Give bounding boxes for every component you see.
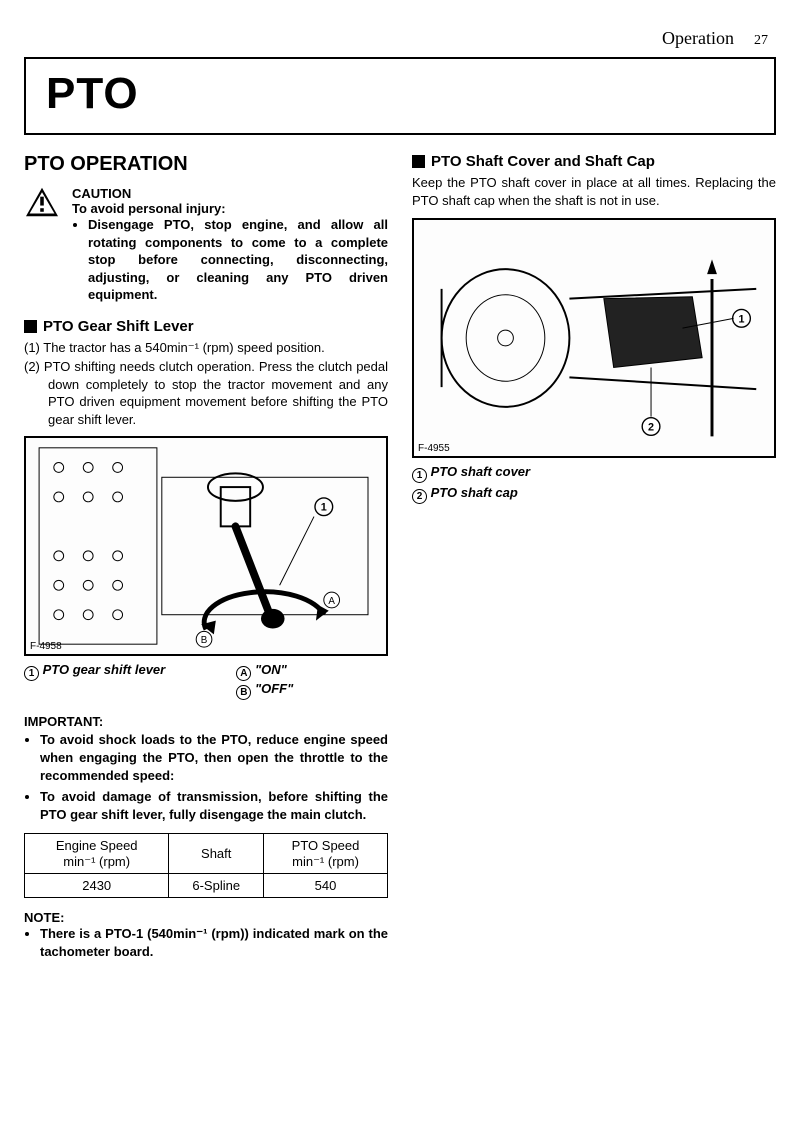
note-heading: NOTE: bbox=[24, 910, 388, 925]
figure-shaft-cover: 1 2 F-4955 bbox=[412, 218, 776, 458]
col-shaft: Shaft bbox=[169, 834, 264, 874]
table-row: Engine Speedmin⁻¹ (rpm) Shaft PTO Speedm… bbox=[25, 834, 388, 874]
right-column: PTO Shaft Cover and Shaft Cap Keep the P… bbox=[412, 153, 776, 960]
shaft-cover-heading: PTO Shaft Cover and Shaft Cap bbox=[412, 153, 776, 170]
shaft-cover-intro: Keep the PTO shaft cover in place at all… bbox=[412, 174, 776, 210]
figure2-caption-2: 2 PTO shaft cap bbox=[412, 485, 776, 504]
important-item-2: To avoid damage of transmission, before … bbox=[40, 788, 388, 823]
table-row: 2430 6-Spline 540 bbox=[25, 874, 388, 898]
important-heading: IMPORTANT: bbox=[24, 714, 388, 729]
left-column: PTO OPERATION CAUTION To avoid personal … bbox=[24, 153, 388, 960]
svg-text:A: A bbox=[328, 596, 335, 607]
pto-operation-heading: PTO OPERATION bbox=[24, 153, 388, 176]
caution-subtitle: To avoid personal injury: bbox=[72, 201, 388, 216]
page-header: Operation 27 bbox=[24, 28, 776, 49]
caution-title: CAUTION bbox=[72, 186, 388, 201]
figure1-caption: 1 PTO gear shift lever A "ON" B "OFF" bbox=[24, 662, 388, 700]
col-pto-speed: PTO Speedmin⁻¹ (rpm) bbox=[264, 834, 388, 874]
figure-code-1: F-4958 bbox=[30, 641, 62, 652]
important-list: To avoid shock loads to the PTO, reduce … bbox=[40, 731, 388, 823]
note-item-1: There is a PTO-1 (540min⁻¹ (rpm)) indica… bbox=[40, 925, 388, 960]
figure-code-2: F-4955 bbox=[418, 443, 450, 454]
gear-shift-heading: PTO Gear Shift Lever bbox=[24, 318, 388, 335]
page-number: 27 bbox=[754, 33, 768, 49]
caution-bullet: Disengage PTO, stop engine, and allow al… bbox=[88, 216, 388, 304]
title-box: PTO bbox=[24, 57, 776, 135]
speed-table: Engine Speedmin⁻¹ (rpm) Shaft PTO Speedm… bbox=[24, 833, 388, 898]
page-title: PTO bbox=[46, 69, 754, 119]
warning-icon bbox=[24, 186, 60, 304]
caution-block: CAUTION To avoid personal injury: Diseng… bbox=[24, 186, 388, 304]
gear-item-1: (1) The tractor has a 540min⁻¹ (rpm) spe… bbox=[24, 339, 388, 357]
svg-text:1: 1 bbox=[738, 314, 744, 326]
svg-text:B: B bbox=[201, 636, 208, 647]
note-list: There is a PTO-1 (540min⁻¹ (rpm)) indica… bbox=[40, 925, 388, 960]
gear-item-2: (2) PTO shifting needs clutch operation.… bbox=[24, 358, 388, 428]
svg-text:1: 1 bbox=[321, 502, 327, 514]
col-engine-speed: Engine Speedmin⁻¹ (rpm) bbox=[25, 834, 169, 874]
section-label: Operation bbox=[662, 28, 734, 49]
figure2-caption-1: 1 PTO shaft cover bbox=[412, 464, 776, 483]
important-item-1: To avoid shock loads to the PTO, reduce … bbox=[40, 731, 388, 784]
figure-gear-lever: 1 B A F-4958 bbox=[24, 436, 388, 656]
svg-text:2: 2 bbox=[648, 422, 654, 434]
